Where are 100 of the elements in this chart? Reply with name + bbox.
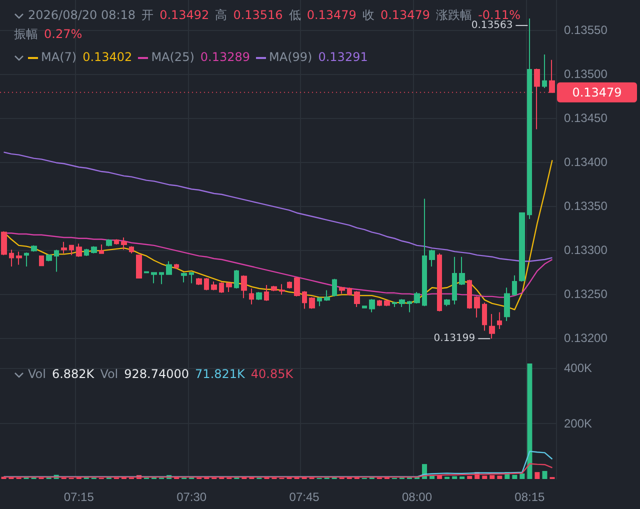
annotation: 振幅 <box>14 27 38 41</box>
bar <box>482 476 488 479</box>
candlestick <box>204 277 209 291</box>
bar <box>527 364 532 479</box>
candlestick <box>159 272 164 285</box>
candlestick <box>279 284 285 296</box>
candlestick <box>151 272 157 284</box>
candlestick <box>16 251 22 266</box>
candlestick <box>84 248 89 256</box>
annotation: 0.13492 <box>160 8 210 22</box>
annotation: 40.85K <box>250 367 294 381</box>
candlestick <box>1 230 7 256</box>
y-tick-label: 0.13500 <box>564 66 608 81</box>
candlestick <box>422 198 427 307</box>
candlestick <box>467 279 472 310</box>
candlestick <box>414 292 420 304</box>
annotation: 6.882K <box>52 367 94 381</box>
candlestick <box>24 252 29 268</box>
candlestick <box>504 287 510 322</box>
annotation: 高 <box>215 8 228 22</box>
bar <box>520 473 525 479</box>
candlestick <box>407 300 412 313</box>
candlestick <box>474 296 480 318</box>
annotation: 0.13563 <box>471 20 513 31</box>
candlestick <box>9 249 14 268</box>
candlestick <box>287 280 292 290</box>
candlestick <box>444 298 450 307</box>
annotation: 0.13402 <box>82 50 132 64</box>
candlestick <box>106 238 112 247</box>
bar <box>534 472 540 479</box>
y-tick-label: 0.13400 <box>564 154 608 169</box>
bar <box>490 475 495 479</box>
y-tick-label: 200K <box>564 416 592 431</box>
candlestick <box>271 285 277 292</box>
annotation: 开 <box>142 8 154 22</box>
x-tick-label: 07:30 <box>176 490 207 504</box>
candlestick <box>437 252 442 312</box>
candlestick <box>61 241 67 254</box>
candlestick <box>534 68 540 130</box>
candlestick <box>181 272 187 283</box>
y-tick-label: 0.13550 <box>564 22 608 37</box>
candlestick <box>489 314 495 340</box>
legend-label: MA(7) <box>41 50 77 64</box>
candlestick <box>497 312 502 330</box>
candlestick <box>482 302 487 332</box>
candlestick <box>91 246 97 254</box>
annotation: 0.13516 <box>233 8 283 22</box>
candlestick <box>542 54 547 88</box>
annotation: 0.13479 <box>306 8 356 22</box>
candlestick <box>347 287 352 296</box>
candlestick <box>302 290 307 310</box>
y-tick-label: 400K <box>564 361 592 376</box>
candlestick <box>332 278 337 297</box>
candlestick <box>31 244 37 252</box>
candlestick <box>129 246 134 254</box>
candlestick <box>317 296 322 307</box>
candlestick <box>211 280 217 291</box>
candlestick <box>196 277 202 286</box>
y-tick-label: 0.13300 <box>564 242 608 257</box>
candlestick <box>429 249 435 268</box>
annotation: 收 <box>362 8 374 22</box>
annotation: 0.13289 <box>200 50 250 64</box>
annotation: 涨跌幅 <box>436 8 472 22</box>
x-tick-label: 07:45 <box>289 490 320 504</box>
candlestick <box>39 255 44 266</box>
candlestick <box>377 299 382 307</box>
candlestick <box>219 282 224 294</box>
annotation: 71.821K <box>195 367 245 381</box>
candlestick <box>354 290 360 308</box>
bar <box>512 474 518 479</box>
legend-label: MA(25) <box>151 50 194 64</box>
candlestick <box>241 274 247 299</box>
y-tick-label: 0.13250 <box>564 286 608 301</box>
candlestick <box>324 290 330 302</box>
candlestick <box>114 238 119 246</box>
candlestick <box>166 260 172 275</box>
candlestick <box>121 236 127 250</box>
annotation: 0.13291 <box>318 50 368 64</box>
bar <box>497 476 502 479</box>
annotation: 928.74000 <box>124 367 190 381</box>
annotation: -0.11% <box>478 8 521 22</box>
line-series <box>3 450 553 478</box>
candlestick <box>46 254 52 262</box>
candlestick <box>392 301 397 308</box>
annotation: Vol <box>100 367 118 381</box>
y-tick-label: 0.13200 <box>564 330 608 345</box>
candlestick <box>264 284 269 302</box>
annotation: 0.13479 <box>380 8 430 22</box>
legend-label: MA(99) <box>269 50 312 64</box>
y-tick-label: 0.13350 <box>564 198 608 213</box>
ref-line-label: 0.13479 <box>572 85 622 100</box>
candlestick <box>99 244 104 254</box>
x-tick-label: 08:00 <box>402 490 432 504</box>
candlestick <box>76 243 82 258</box>
candlestick <box>399 298 405 308</box>
candlestick <box>309 296 315 310</box>
bar <box>467 476 472 479</box>
annotation: 0.27% <box>44 27 82 41</box>
candlestick <box>136 254 142 278</box>
candlestick <box>527 18 532 220</box>
